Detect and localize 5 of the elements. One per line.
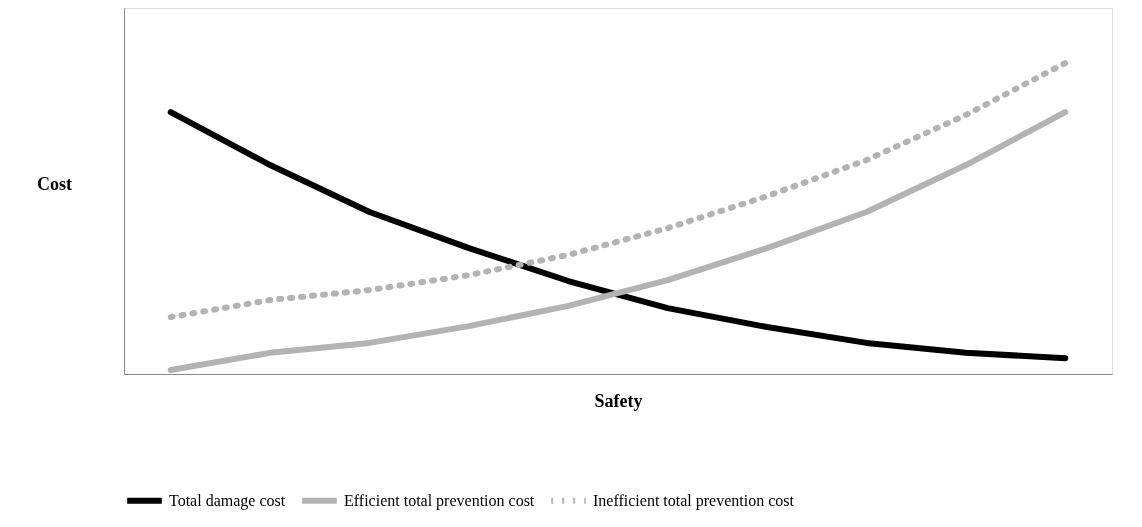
y-axis-title: Cost (37, 173, 72, 194)
x-axis-title: Safety (594, 390, 643, 411)
legend-label: Efficient total prevention cost (344, 491, 535, 510)
legend-label: Inefficient total prevention cost (593, 491, 795, 510)
legend-label: Total damage cost (169, 491, 286, 510)
